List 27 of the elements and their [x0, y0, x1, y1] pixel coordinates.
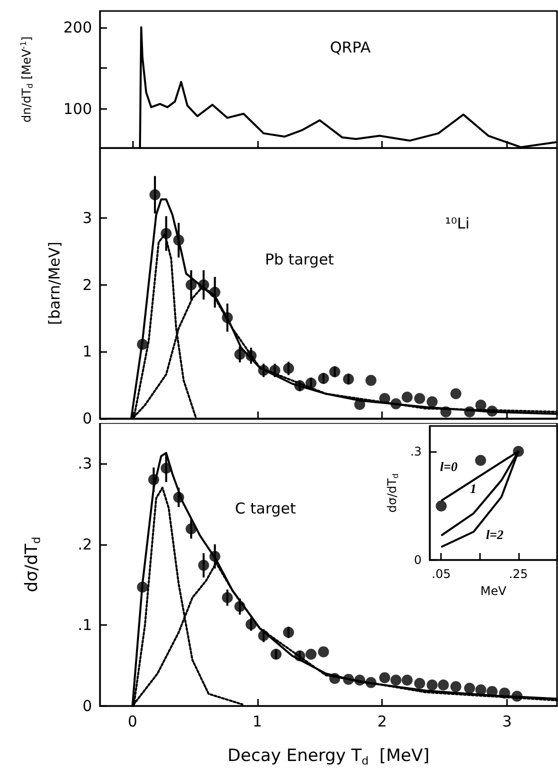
x-tick-label: .05 — [432, 567, 451, 581]
x-tick-label: 3 — [502, 712, 512, 730]
y-tick-label: 100 — [63, 100, 92, 118]
y-axis-title: [barn/MeV] — [46, 242, 64, 325]
y-tick-label: .2 — [78, 535, 92, 554]
y-axis-title: dσ/dTd — [22, 536, 43, 592]
annotation: l=2 — [486, 527, 504, 542]
y-tick-label: .1 — [78, 616, 92, 634]
x-tick-label: 0 — [128, 712, 138, 730]
x-tick-label: 2 — [377, 712, 387, 730]
x-tick-label: 1 — [252, 712, 262, 730]
x-tick-label: .25 — [508, 567, 528, 581]
y-tick-label: 3 — [82, 209, 92, 228]
annotation: 1 — [470, 481, 476, 496]
y-tick-label: 200 — [63, 18, 92, 36]
annotation: QRPA — [330, 38, 372, 56]
annotation: C target — [235, 500, 296, 518]
annotation: ¹⁰Li — [445, 214, 470, 232]
y-tick-label: 0 — [82, 697, 92, 715]
y-tick-label: 2 — [82, 276, 92, 294]
annotation: Pb target — [265, 250, 334, 268]
x-axis-title: MeV — [480, 584, 508, 598]
annotation: l=0 — [440, 459, 458, 474]
y-tick-label: .3 — [410, 444, 422, 458]
y-tick-label: 0 — [82, 410, 92, 428]
y-tick-label: 1 — [82, 342, 92, 361]
y-tick-label: .3 — [78, 454, 92, 472]
